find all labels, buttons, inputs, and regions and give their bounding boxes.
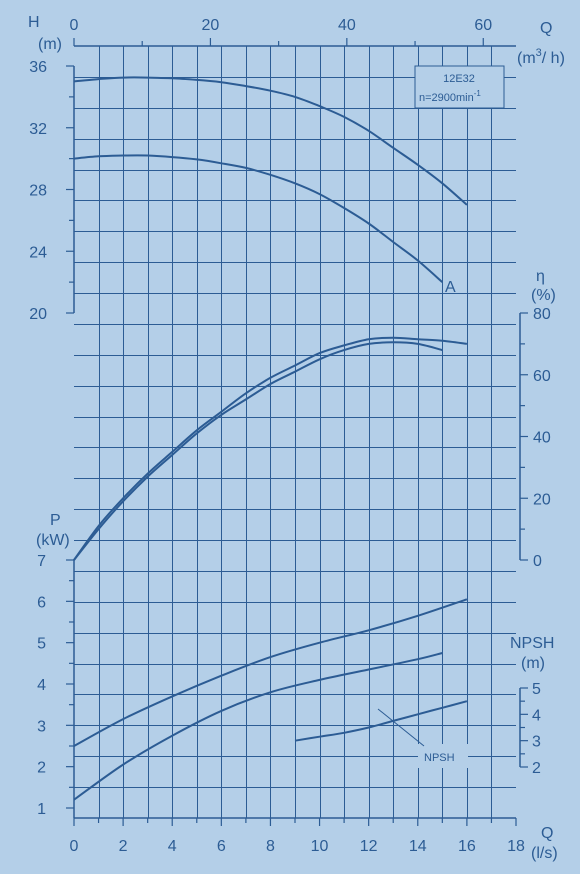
head-axis-unit: (m): [38, 36, 62, 53]
bottom-tick-label: 4: [168, 838, 177, 855]
axes: [66, 38, 528, 826]
bottom-tick-label: 6: [217, 838, 226, 855]
efficiency-axis-label: η: [536, 268, 545, 285]
flow-top-axis-unit: (m3/ h): [517, 47, 565, 67]
head-curve: [73, 76, 468, 206]
grid: [74, 46, 516, 818]
flow-top-unit-base: (m: [517, 50, 536, 67]
head-tick-label: 32: [29, 121, 47, 138]
bottom-tick-label: 8: [266, 838, 275, 855]
bottom-tick-label: 18: [507, 838, 525, 855]
efficiency-tick-label: 0: [533, 553, 542, 570]
power-tick-label: 5: [37, 636, 46, 653]
efficiency-tick-label: 80: [533, 306, 551, 323]
bottom-tick-label: 2: [119, 838, 128, 855]
efficiency-axis-unit: (%): [531, 287, 556, 304]
power-tick-label: 4: [37, 677, 46, 694]
power-tick-label: 2: [37, 760, 46, 777]
npsh-leader-line: [377, 708, 425, 747]
power-curve: [73, 652, 443, 801]
bottom-tick-label: 14: [409, 838, 427, 855]
efficiency-tick-label: 20: [533, 491, 551, 508]
speed-exp: -1: [474, 89, 482, 98]
npsh-axis-unit: (m): [521, 655, 545, 672]
npsh-callout-box: [418, 744, 468, 768]
npsh-curve: [294, 700, 468, 742]
flow-top-unit-tail: / h): [542, 50, 565, 67]
model-info-box: [414, 65, 505, 109]
efficiency-tick-label: 40: [533, 430, 551, 447]
head-curve-label-a: A: [445, 279, 456, 296]
efficiency-curve: [73, 336, 468, 561]
bottom-tick-label: 12: [360, 838, 378, 855]
head-tick-label: 20: [29, 306, 47, 323]
model-label: 12E32: [443, 73, 475, 85]
flow-bottom-axis-label: Q: [541, 825, 553, 842]
top-tick-label: 60: [474, 17, 492, 34]
curves: [73, 76, 468, 801]
power-axis-label: P: [50, 512, 61, 529]
head-curve: [73, 154, 443, 283]
head-axis-label: H: [28, 14, 40, 31]
npsh-curve-label: NPSH: [424, 752, 455, 764]
npsh-tick-label: 3: [532, 734, 541, 751]
speed-base: n=2900min: [419, 92, 474, 104]
top-tick-label: 0: [70, 17, 79, 34]
npsh-axis-label: NPSH: [510, 635, 554, 652]
flow-top-axis-label: Q: [540, 20, 552, 37]
power-curve: [73, 598, 468, 747]
npsh-tick-label: 2: [532, 760, 541, 777]
top-tick-label: 40: [338, 17, 356, 34]
head-tick-label: 28: [29, 183, 47, 200]
tick-labels: 0 2 4 6 8 10 12 14 16 180 20 40 60202428323602040608…: [29, 17, 551, 855]
top-tick-label: 20: [202, 17, 220, 34]
efficiency-curve: [73, 341, 443, 561]
bottom-tick-label: 16: [458, 838, 476, 855]
power-tick-label: 6: [37, 594, 46, 611]
power-tick-label: 3: [37, 718, 46, 735]
speed-label: n=2900min-1: [419, 89, 481, 104]
flow-top-unit-exp: 3: [536, 47, 542, 59]
power-axis-unit: (kW): [36, 532, 70, 549]
head-tick-label: 24: [29, 244, 47, 261]
bottom-tick-label: 10: [311, 838, 329, 855]
head-tick-label: 36: [29, 59, 47, 76]
efficiency-tick-label: 60: [533, 368, 551, 385]
npsh-tick-label: 5: [532, 681, 541, 698]
bottom-tick-label: 0: [70, 838, 79, 855]
npsh-tick-label: 4: [532, 707, 541, 724]
flow-bottom-axis-unit: (l/s): [531, 845, 558, 862]
power-tick-label: 1: [37, 801, 46, 818]
power-tick-label: 7: [37, 553, 46, 570]
